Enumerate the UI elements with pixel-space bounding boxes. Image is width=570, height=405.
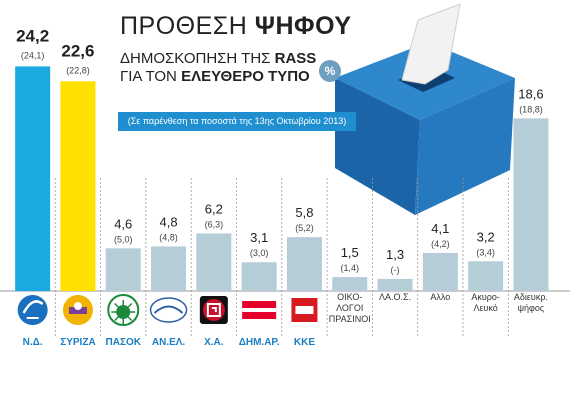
previous-value-label: (6,3) bbox=[205, 219, 224, 229]
category-label: ψήφος bbox=[518, 303, 545, 313]
percent-badge: % bbox=[319, 60, 341, 82]
bar bbox=[196, 233, 232, 291]
previous-value-label: (1,4) bbox=[340, 263, 359, 273]
bar bbox=[468, 261, 504, 291]
previous-value-label: (22,8) bbox=[66, 65, 90, 75]
value-label: 24,2 bbox=[16, 26, 49, 45]
category-label: Αλλο bbox=[430, 292, 450, 302]
previous-value-label: (3,4) bbox=[476, 247, 495, 257]
category-label: Αδιευκρ. bbox=[514, 292, 548, 302]
title-bold: ΨΗΦΟΥ bbox=[254, 12, 352, 40]
bar bbox=[60, 81, 96, 291]
value-labels-group: 24,2 22,6 4,6 4,8 6,2 3,1 5,8 1,5 1,3 4,1 3,2 18,6 bbox=[16, 26, 544, 262]
previous-value-label: (24,1) bbox=[21, 50, 45, 60]
value-label: 1,5 bbox=[341, 245, 359, 260]
previous-value-label: (18,8) bbox=[519, 104, 543, 114]
bar bbox=[151, 246, 187, 291]
value-label: 18,6 bbox=[518, 86, 543, 101]
value-label: 3,2 bbox=[477, 229, 495, 244]
category-label: ΑΝ.ΕΛ. bbox=[152, 337, 186, 348]
previous-poll-note: (Σε παρένθεση τα ποσοστά της 13ης Οκτωβρ… bbox=[118, 112, 356, 131]
bar bbox=[513, 118, 549, 291]
category-label: Ακυρο- bbox=[471, 292, 500, 302]
chart-title: ΠΡΟΘΕΣΗ ΨΗΦΟΥ bbox=[120, 12, 352, 41]
bars-group bbox=[15, 66, 549, 291]
chart-subtitle: ΔΗΜΟΣΚΟΠΗΣΗ ΤΗΣ RASS ΓΙΑ ΤΟΝ ΕΛΕΥΘΕΡΟ ΤΥ… bbox=[120, 50, 316, 86]
value-label: 3,1 bbox=[250, 230, 268, 245]
value-label: 6,2 bbox=[205, 201, 223, 216]
value-label: 1,3 bbox=[386, 247, 404, 262]
category-label: Ν.Δ. bbox=[23, 337, 43, 348]
category-label: ΛΟΓΟΙ bbox=[336, 303, 363, 313]
previous-value-label: (5,0) bbox=[114, 234, 133, 244]
column-dividers bbox=[54, 178, 509, 338]
subtitle-line1: ΔΗΜΟΣΚΟΠΗΣΗ ΤΗΣ bbox=[120, 50, 271, 67]
category-label: ΔΗΜ.ΑΡ. bbox=[239, 337, 280, 348]
previous-value-label: (4,2) bbox=[431, 239, 450, 249]
bar bbox=[377, 278, 413, 291]
party-logos-group bbox=[17, 294, 318, 326]
subtitle-line1-bold: RASS bbox=[274, 50, 317, 67]
ballot-box-illustration bbox=[335, 3, 515, 215]
previous-value-label: (4,8) bbox=[159, 232, 178, 242]
bar bbox=[15, 66, 51, 291]
bar bbox=[286, 237, 322, 291]
value-label: 4,8 bbox=[160, 214, 178, 229]
syriza-logo bbox=[62, 295, 93, 325]
subtitle-line2: ΓΙΑ ΤΟΝ bbox=[120, 68, 177, 85]
nd-logo bbox=[17, 295, 48, 325]
category-label: ΠΡΑΣΙΝΟΙ bbox=[329, 314, 371, 324]
category-label: ΣΥΡΙΖΑ bbox=[60, 337, 95, 348]
pasok-logo bbox=[107, 294, 140, 326]
bar bbox=[241, 262, 277, 291]
subtitle-line2-bold: ΕΛΕΥΘΕΡΟ ΤΥΠΟ bbox=[181, 68, 310, 85]
bar bbox=[332, 277, 368, 291]
xa-logo bbox=[199, 296, 228, 324]
category-label: ΠΑΣΟΚ bbox=[106, 337, 142, 348]
previous-value-label: (3,0) bbox=[250, 248, 269, 258]
category-label: ΛΑ.Ο.Σ. bbox=[379, 292, 411, 302]
value-label: 4,6 bbox=[114, 216, 132, 231]
value-label: 5,8 bbox=[295, 205, 313, 220]
bar bbox=[105, 248, 141, 291]
category-label: ΟΙΚΟ- bbox=[337, 292, 362, 302]
category-labels-group: Ν.Δ. ΣΥΡΙΖΑ ΠΑΣΟΚ ΑΝ.ΕΛ. Χ.Α. ΔΗΜ.ΑΡ. ΚΚΕ ΟΙΚΟ-… bbox=[23, 292, 548, 348]
anel-logo bbox=[149, 297, 188, 323]
value-label: 22,6 bbox=[61, 41, 94, 60]
previous-value-label: (-) bbox=[391, 265, 400, 275]
title-light: ΠΡΟΘΕΣΗ bbox=[120, 12, 248, 40]
category-label: Χ.Α. bbox=[204, 337, 224, 348]
category-label: Λευκό bbox=[473, 303, 497, 313]
previous-value-label: (5,2) bbox=[295, 223, 314, 233]
category-label: ΚΚΕ bbox=[294, 337, 315, 348]
bar bbox=[422, 252, 458, 291]
value-label: 4,1 bbox=[431, 221, 449, 236]
kke-logo bbox=[291, 298, 318, 322]
previous-labels-group: (24,1) (22,8) (5,0) (4,8) (6,3) (3,0) (5,2) (1,… bbox=[21, 50, 543, 275]
dimar-logo bbox=[242, 301, 277, 319]
